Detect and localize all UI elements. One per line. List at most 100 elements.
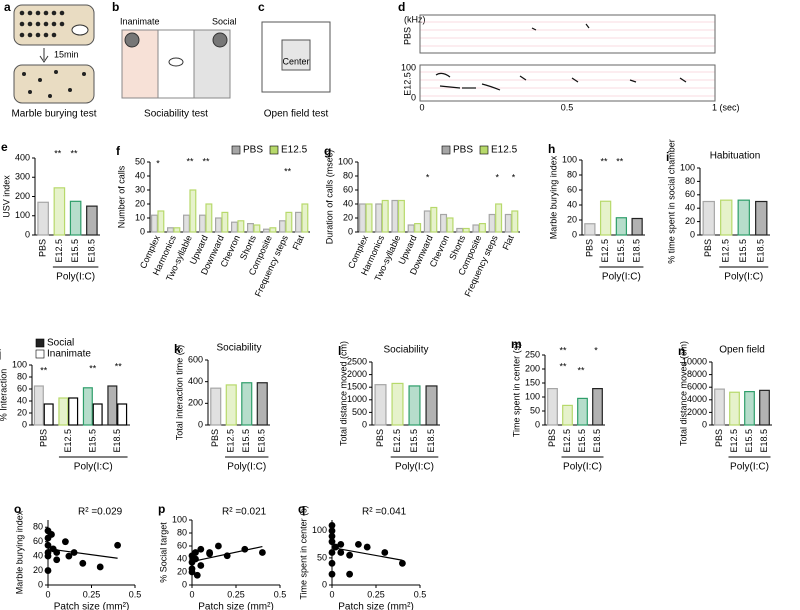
x-tick-label: PBS [714,429,724,447]
bar [478,223,486,233]
significance: ** [616,156,624,166]
caption: Marble burying test [11,109,96,120]
x-tick-label: 0 [189,589,194,599]
y-tick-label: 100 [680,162,695,172]
panel-letter: f [116,144,121,158]
x-tick-label: E15.5 [70,239,80,263]
y-axis-label: Marble burying index [14,510,24,594]
panel-letter: m [511,337,522,351]
y-tick-label: 0 [535,419,540,429]
x-tick-label: E18.5 [426,429,436,453]
y-tick-label: 80 [343,170,353,180]
chart-title: Sociability [383,345,428,356]
bar [221,211,229,233]
group-label: Poly(I:C) [563,462,602,473]
point [44,567,52,574]
x-tick-label: PBS [210,429,220,447]
panel-letter: g [324,144,331,158]
point [328,570,336,578]
y-tick-label: 100 [401,62,416,72]
legend-label: Social [47,338,74,349]
x-tick-label: 0.25 [227,589,245,599]
chamber-label: Inanimate [120,16,160,26]
point [328,527,336,535]
y-tick-label: 60 [343,184,353,194]
y-tick-label: 0 [322,579,327,589]
cup [124,32,140,48]
legend-label: Inanimate [47,349,91,360]
point [363,543,371,551]
y-tick-label: 0 [198,419,203,429]
group-label: Poly(I:C) [724,272,763,283]
bar [295,211,302,233]
bar [407,224,415,233]
y-tick-label: 20 [685,216,695,226]
bar [225,384,237,426]
bar [430,206,438,233]
y-axis-label: % Social target [158,522,168,583]
x-axis-label: Patch size (mm²) [198,602,274,610]
calls [435,23,687,91]
panel-letter: k [174,342,181,356]
bar [381,199,389,233]
bar [53,187,66,236]
bar [263,228,270,233]
significance: ** [89,363,97,373]
point [328,559,336,567]
y-tick-label: 20 [135,198,145,208]
y-tick-label: 2000 [687,407,707,417]
y-tick-label: 0 [140,226,145,236]
y-tick-label: 40 [567,199,577,209]
y-tick-label: 10000 [682,356,707,366]
significance: ** [70,148,78,158]
bar [702,200,715,236]
y-axis-label: Total distance moved (cm) [338,341,348,446]
bar [210,387,222,426]
y-tick-label: 60 [33,536,43,546]
y-tick-label: 40 [343,198,353,208]
x-tick-label: Flat [500,233,516,251]
chart-title: Habituation [710,151,761,162]
point [223,552,231,560]
annotation: R² =0.029 [78,507,123,518]
x-tick-label: E12.5 [721,239,731,263]
panel-letter: a [4,0,11,14]
bar [456,227,464,233]
y-tick-label: 60 [685,189,695,199]
legend-label: PBS [453,145,473,156]
point [44,541,52,549]
x-tick-label: E12.5 [226,429,236,453]
x-tick-label: 0.5 [414,589,427,599]
y-tick-label: 0 [22,419,27,429]
bar [631,217,643,236]
y-tick-label: 80 [33,522,43,532]
bar [504,213,512,233]
y-tick-label: 30 [135,184,145,194]
y-tick-label: 4000 [687,394,707,404]
bar [279,220,286,233]
point [241,545,249,553]
bar [205,203,213,233]
bar [82,387,93,426]
bar [269,227,277,233]
y-tick-label: 20 [177,566,187,576]
point [96,563,104,571]
y-tick-label: 50 [530,405,540,415]
significance: ** [284,166,292,176]
y-axis-label: Number of calls [116,165,126,228]
panel-letter: p [158,502,165,516]
bar [408,385,421,426]
y-tick-label: 20 [343,212,353,222]
chamber [157,29,195,99]
bar [43,403,54,426]
bar [173,227,181,233]
bar [755,200,768,236]
y-axis-label: % Interaction [0,369,8,422]
x-axis-label: Patch size (mm²) [338,602,414,610]
legend-label: PBS [243,145,263,156]
regression-line [47,548,118,559]
x-tick-label: E12.5 [54,239,64,263]
y-tick-label: 20 [567,214,577,224]
x-tick-label: E12.5 [562,429,572,453]
